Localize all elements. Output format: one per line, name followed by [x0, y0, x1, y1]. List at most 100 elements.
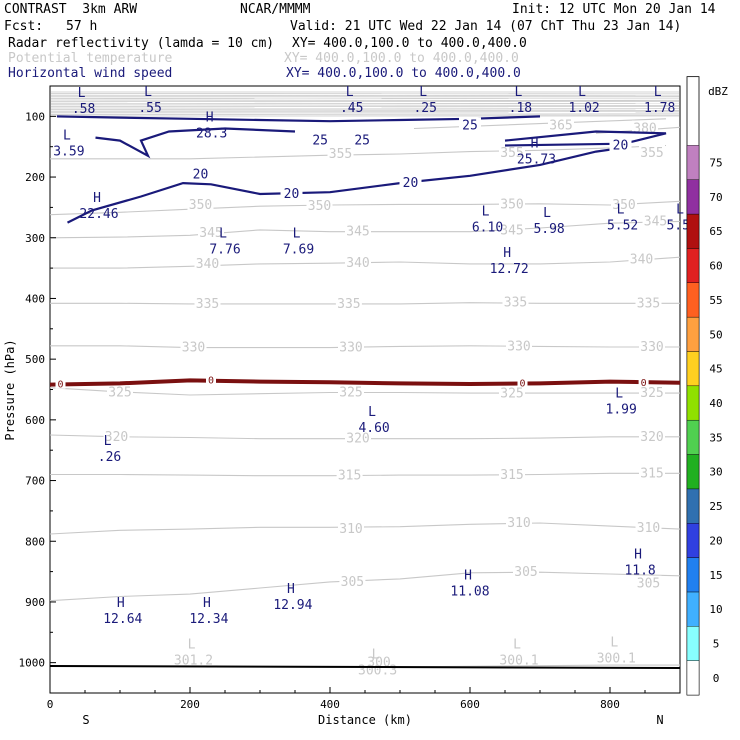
- extremum-value: 4.60: [358, 421, 389, 436]
- upper-theta-bundle: [50, 91, 680, 117]
- colorbar-swatch-25: [686, 488, 700, 524]
- wind-contour-label: 20: [284, 187, 300, 202]
- wind-contour-label: 25: [312, 134, 328, 149]
- extremum-value: 25.73: [517, 153, 556, 168]
- theta-contour-label: 335: [337, 297, 360, 312]
- wind-contour-label: 20: [613, 138, 629, 153]
- theta-contour-350: [49, 200, 681, 216]
- wind-label-bg: [280, 186, 303, 201]
- extremum-marker-L: L: [419, 85, 427, 100]
- extremum-marker-L: L: [219, 226, 227, 241]
- dbz-label-bg: [638, 376, 649, 387]
- wind-contour-25: [56, 115, 541, 123]
- y-tick-label: 700: [25, 475, 45, 488]
- extremum-marker-L: L: [293, 226, 301, 241]
- colorbar-tick-label: 10: [709, 603, 722, 616]
- model-label: CONTRAST 3km ARW: [4, 2, 138, 17]
- theta-label-bg: [635, 295, 662, 310]
- x-tick-label: 800: [600, 698, 620, 711]
- colorbar: 0 5 10 15 20 25 30 35 40 45 50 55 60 65 70 75 dBZ: [686, 76, 728, 696]
- theta-contour-label: 305: [637, 577, 660, 592]
- theta-contour-label: 380: [633, 121, 656, 136]
- y-tick-label: 800: [25, 535, 45, 548]
- colorbar-swatch-40: [686, 385, 700, 421]
- extremum-marker-L: L: [63, 129, 71, 144]
- y-tick-label: 600: [25, 414, 45, 427]
- colorbar-swatch-70: [686, 179, 700, 215]
- field-name-theta: Potential temperature: [8, 51, 173, 66]
- wind-speed-contours: 25 25 25 20 20 20 20: [56, 115, 667, 224]
- theta-label-bg: [345, 255, 371, 270]
- theta-label-bg: [506, 338, 532, 353]
- extremum-marker-L: L: [617, 203, 625, 218]
- theta-contour-label: 305: [341, 575, 364, 590]
- extremum-marker-H: H: [287, 582, 295, 597]
- extremum-marker-L: L: [578, 85, 586, 100]
- theta-contour-335: [50, 302, 680, 305]
- extremum-marker-L: L: [543, 206, 551, 221]
- theta-label-bg: [339, 573, 366, 588]
- colorbar-unit: dBZ: [708, 85, 728, 98]
- dbz-contour-0: [49, 378, 681, 387]
- theta-label-bg: [635, 519, 662, 534]
- wind-contour-25: [504, 130, 667, 147]
- colorbar-tick-label: 35: [709, 431, 722, 444]
- colorbar-swatch-30: [686, 454, 700, 490]
- theta-contour-label: 350: [189, 198, 212, 213]
- theta-upper-line: [50, 94, 680, 97]
- dbz-label-bg: [206, 374, 216, 385]
- theta-contour-label: 315: [640, 466, 663, 481]
- x-end-label-right: N: [656, 713, 663, 727]
- theta-label-bg: [639, 428, 665, 443]
- theta-label-bg: [513, 564, 539, 579]
- valid-label: Valid: 21 UTC Wed 22 Jan 14 (07 ChT Thu …: [290, 19, 682, 34]
- theta-contour-label: 320: [105, 430, 128, 445]
- colorbar-swatch-35: [686, 419, 700, 455]
- y-tick-label: 300: [25, 232, 45, 245]
- theta-contour-355: [50, 144, 667, 160]
- extremum-value: 1.99: [606, 403, 637, 418]
- field-xy-wind: XY= 400.0,100.0 to 400.0,400.0: [286, 66, 521, 81]
- theta-contour-label: 345: [199, 226, 222, 241]
- theta-label-bg: [338, 521, 364, 536]
- fcst-label: Fcst:: [4, 19, 44, 34]
- theta-label-bg: [194, 255, 221, 270]
- extremum-value: 300.1: [499, 653, 538, 668]
- y-axis-title: Pressure (hPa): [3, 339, 17, 440]
- colorbar-tick-label: 25: [709, 500, 722, 513]
- extremum-marker-L: L: [78, 86, 86, 101]
- extremum-marker-H: H: [117, 596, 125, 611]
- extremum-marker-L: L: [372, 648, 380, 663]
- theta-label-bg: [548, 117, 574, 132]
- theta-contour-label: 350: [308, 199, 331, 214]
- theta-contour-310: [49, 522, 681, 535]
- theta-contour-label: 350: [500, 197, 523, 212]
- field-name-wind: Horizontal wind speed: [8, 66, 173, 81]
- extremum-value: 11.08: [450, 585, 489, 600]
- theta-label-bg: [499, 196, 525, 211]
- field-xy-reflectivity: XY= 400.0,100.0 to 400.0,400.0: [292, 36, 527, 51]
- theta-label-bg: [506, 515, 532, 530]
- theta-contour-label: 310: [339, 522, 362, 537]
- extremum-marker-H: H: [93, 191, 101, 206]
- theta-label-bg: [103, 428, 130, 443]
- theta-contour-label: 345: [346, 225, 369, 240]
- theta-contour-label: 355: [329, 147, 352, 162]
- theta-label-bg: [499, 467, 525, 482]
- theta-upper-line: [50, 99, 680, 101]
- theta-label-bg: [107, 384, 133, 399]
- theta-contour-315: [50, 472, 680, 477]
- extremum-value: 12.94: [273, 598, 312, 613]
- theta-contour-label: 340: [346, 256, 369, 271]
- extremum-marker-L: L: [615, 387, 623, 402]
- extremum-value: 3.59: [53, 145, 84, 160]
- colorbar-tick-label: 5: [713, 637, 720, 650]
- extremum-value: .18: [509, 101, 532, 116]
- extremum-value: 301.2: [174, 653, 213, 668]
- extremum-marker-H: H: [503, 246, 511, 261]
- extremum-marker-L: L: [368, 405, 376, 420]
- field-name-reflectivity: Radar reflectivity (lamda = 10 cm): [8, 36, 275, 51]
- wind-label-bg: [189, 166, 212, 181]
